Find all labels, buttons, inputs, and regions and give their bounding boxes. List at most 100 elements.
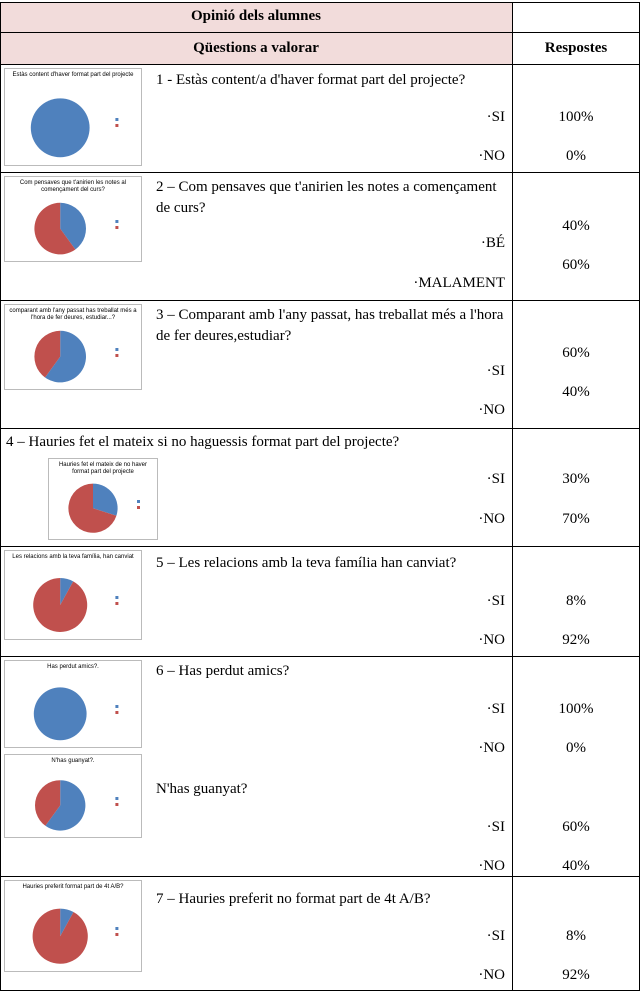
pie	[33, 578, 119, 632]
answer-value: 40%	[562, 858, 590, 874]
answer-value: 60%	[562, 257, 590, 273]
header-cell	[0, 32, 513, 65]
pie-slice	[68, 483, 117, 533]
option-label: ·BÉ	[480, 235, 505, 251]
answer-value: 92%	[562, 632, 590, 648]
pie-chart: Estàs content d'haver format part del pr…	[4, 68, 142, 166]
chart-title: comparant amb l'any passat has treballat…	[9, 308, 137, 321]
legend-swatch	[115, 354, 119, 357]
option-label: ·SI	[486, 701, 505, 717]
pie-slice	[34, 330, 61, 378]
answer-value: 100%	[558, 701, 594, 717]
pie-slice	[34, 202, 76, 255]
pie-slice	[93, 483, 118, 516]
pie	[34, 330, 119, 383]
answer-value: 0%	[566, 740, 586, 756]
legend-swatch	[115, 348, 119, 351]
chart-title: Has perdut amics?.	[47, 664, 99, 670]
question-text: 5 – Les relacions amb la teva família ha…	[156, 555, 457, 571]
question-text: N'has guanyat?	[156, 781, 248, 797]
pie-slice	[33, 687, 87, 741]
pie-slice	[45, 330, 86, 383]
option-label: ·NO	[478, 402, 505, 418]
answer-cell	[512, 656, 640, 877]
option-label: ·SI	[486, 593, 505, 609]
question-text: 7 – Hauries preferit no format part de 4…	[156, 891, 431, 907]
chart-title: Estàs content d'haver format part del pr…	[12, 72, 134, 78]
legend-swatch	[115, 602, 119, 605]
legend-swatch	[115, 803, 119, 806]
option-label: ·NO	[478, 858, 505, 874]
legend-swatch	[115, 711, 119, 714]
pie-slice	[30, 98, 90, 158]
answer-value: 0%	[566, 148, 586, 164]
column-heading: Qüestions a valorar	[193, 40, 319, 56]
option-label: ·SI	[486, 109, 505, 125]
option-label: ·SI	[486, 819, 505, 835]
answer-cell	[512, 300, 640, 429]
chart-title: N'has guanyat?.	[51, 758, 95, 764]
pie-chart: Hauries preferit format part de 4t A/B?	[4, 880, 142, 972]
option-label: ·SI	[486, 363, 505, 379]
question-text: 1 - Estàs content/a d'haver format part …	[156, 72, 466, 88]
answer-cell	[512, 172, 640, 301]
legend-swatch	[115, 220, 119, 223]
answer-value: 60%	[562, 819, 590, 835]
question-text: 6 – Has perdut amics?	[156, 663, 290, 679]
pie	[68, 483, 140, 533]
legend-swatch	[115, 927, 119, 930]
legend-swatch	[115, 933, 119, 936]
answer-value: 100%	[558, 109, 594, 125]
column-heading: Respostes	[544, 40, 608, 56]
legend-swatch	[115, 596, 119, 599]
legend-swatch	[115, 705, 119, 708]
chart-title: Com pensaves que t'anirien les notes al …	[19, 180, 127, 193]
question-text: 2 – Com pensaves que t'anirien les notes…	[156, 179, 497, 216]
pie-slice	[33, 578, 88, 632]
pie	[34, 202, 119, 255]
legend-swatch	[115, 797, 119, 800]
legend-swatch	[137, 506, 140, 509]
option-label: ·NO	[478, 511, 505, 527]
pie	[33, 687, 119, 741]
option-label: ·NO	[478, 632, 505, 648]
pie-slice	[45, 780, 86, 831]
question-text: 4 – Hauries fet el mateix si no haguessi…	[6, 434, 400, 450]
pie-chart: Hauries fet el mateix de no haver format…	[48, 458, 158, 540]
answer-value: 92%	[562, 967, 590, 983]
option-label: ·MALAMENT	[413, 275, 505, 291]
legend-swatch	[115, 226, 119, 229]
legend-swatch	[115, 118, 119, 121]
chart-title: Les relacions amb la teva família, han c…	[12, 554, 134, 560]
chart-title: Hauries fet el mateix de no haver format…	[58, 462, 148, 475]
question-text: 3 – Comparant amb l'any passat, has treb…	[156, 307, 504, 344]
option-label: ·NO	[478, 967, 505, 983]
pie-chart: Les relacions amb la teva família, han c…	[4, 550, 142, 640]
pie	[30, 98, 119, 158]
table-title: Opinió dels alumnes	[190, 8, 322, 24]
pie-slice	[60, 578, 74, 605]
pie-chart: Com pensaves que t'anirien les notes al …	[4, 176, 142, 262]
pie-chart: N'has guanyat?.	[4, 754, 142, 838]
legend-swatch	[115, 124, 119, 127]
option-label: ·SI	[486, 471, 505, 487]
pie-slice	[60, 908, 74, 937]
option-label: ·SI	[486, 928, 505, 944]
answer-value: 60%	[562, 345, 590, 361]
pie-slice	[60, 202, 86, 250]
option-label: ·NO	[478, 148, 505, 164]
answer-value: 30%	[562, 471, 590, 487]
pie	[35, 780, 119, 831]
option-label: ·NO	[478, 740, 505, 756]
header-cell	[512, 2, 640, 33]
pie	[32, 908, 119, 964]
chart-title: Hauries preferit format part de 4t A/B?	[22, 884, 124, 890]
answer-value: 40%	[562, 218, 590, 234]
answer-value: 40%	[562, 384, 590, 400]
answer-value: 8%	[566, 593, 586, 609]
pie-chart: Has perdut amics?.	[4, 660, 142, 748]
answer-value: 70%	[562, 511, 590, 527]
legend-swatch	[137, 500, 140, 503]
pie-slice	[35, 780, 61, 826]
